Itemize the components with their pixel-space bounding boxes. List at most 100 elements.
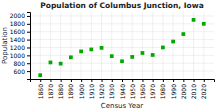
grid-line	[152, 12, 153, 79]
x-tick-label: 1970	[149, 84, 156, 99]
x-tick-label: 1950	[129, 84, 136, 99]
x-tick: 1890	[67, 79, 74, 99]
y-tick-label: 2000	[10, 12, 25, 19]
x-tick-mark	[81, 79, 82, 82]
y-tick: 1600	[10, 28, 30, 35]
x-tick: 1860	[37, 79, 44, 99]
y-tick-mark	[27, 40, 30, 41]
x-tick-label: 1890	[67, 84, 74, 99]
x-tick: 1930	[108, 79, 115, 99]
x-tick-mark	[50, 79, 51, 82]
y-tick: 1800	[10, 20, 30, 27]
point	[49, 61, 53, 65]
grid-line	[183, 12, 184, 79]
x-tick-mark	[40, 79, 41, 82]
grid-line	[30, 15, 214, 16]
grid-line	[40, 12, 41, 79]
grid	[30, 12, 214, 79]
point	[79, 50, 83, 54]
x-tick-label: 2010	[190, 84, 197, 99]
x-tick: 1980	[159, 79, 166, 99]
x-tick: 1880	[57, 79, 64, 99]
grid-line	[30, 23, 214, 24]
x-tick-label: 1900	[78, 84, 85, 99]
x-tick: 1960	[139, 79, 146, 99]
x-tick-mark	[71, 79, 72, 82]
y-tick: 2000	[10, 12, 30, 19]
x-tick-label: 1910	[88, 84, 95, 99]
x-tick-mark	[122, 79, 123, 82]
x-tick: 2020	[200, 79, 207, 99]
x-tick-label: 1870	[47, 84, 54, 99]
grid-line	[30, 47, 214, 48]
x-tick: 1940	[119, 79, 126, 99]
title: Population of Columbus Junction, Iowa	[40, 1, 203, 10]
point	[202, 22, 206, 26]
grid-line	[30, 71, 214, 72]
x-tick: 1900	[78, 79, 85, 99]
point	[38, 73, 42, 77]
y-tick: 1200	[10, 44, 30, 51]
point	[120, 59, 124, 63]
grid-line	[81, 12, 82, 79]
grid-line	[193, 12, 194, 79]
x-tick-mark	[163, 79, 164, 82]
x-tick: 1970	[149, 79, 156, 99]
y-tick-label: 1600	[10, 28, 25, 35]
x-tick-mark	[112, 79, 113, 82]
point	[141, 51, 145, 55]
x-tick-label: 2020	[200, 84, 207, 99]
point	[110, 54, 114, 58]
x-tick: 1870	[47, 79, 54, 99]
grid-line	[30, 55, 214, 56]
point	[161, 46, 165, 50]
y-tick-mark	[27, 16, 30, 17]
y-tick-mark	[27, 47, 30, 48]
x-tick: 2010	[190, 79, 197, 99]
x-tick: 1920	[98, 79, 105, 99]
x-tick: 1910	[88, 79, 95, 99]
grid-line	[132, 12, 133, 79]
grid-line	[30, 31, 214, 32]
plot: 1860187018801890 1900191019201930 19401950…	[10, 12, 215, 99]
grid-line	[30, 39, 214, 40]
x-axis: 1860187018801890 1900191019201930 19401950…	[31, 79, 215, 99]
y-axis: 600800100012001400160018002000	[10, 12, 31, 79]
y-tick-mark	[27, 63, 30, 64]
y-axis-line	[27, 13, 31, 80]
y-tick: 1400	[10, 36, 30, 43]
point	[130, 55, 134, 59]
x-tick: 1990	[170, 79, 177, 99]
x-tick-mark	[142, 79, 143, 82]
x-tick-label: 1980	[159, 84, 166, 99]
y-tick-mark	[27, 55, 30, 56]
grid-line	[60, 12, 61, 79]
x-tick-mark	[183, 79, 184, 82]
chart: 1860187018801890 1900191019201930 19401950…	[0, 0, 220, 110]
y-tick: 600	[14, 68, 30, 75]
y-tick-label: 1800	[10, 20, 25, 27]
grid-line	[122, 12, 123, 79]
point	[181, 32, 185, 36]
x-tick-mark	[194, 79, 195, 82]
x-tick-mark	[153, 79, 154, 82]
x-tick-mark	[61, 79, 62, 82]
y-axis-title: Population	[1, 27, 9, 64]
x-tick-mark	[173, 79, 174, 82]
y-tick: 1000	[10, 52, 30, 59]
point	[69, 55, 73, 59]
y-tick-label: 600	[14, 68, 26, 75]
x-tick: 1950	[129, 79, 136, 99]
x-tick-label: 1860	[37, 84, 44, 99]
x-tick-label: 1920	[98, 84, 105, 99]
grid-line	[111, 12, 112, 79]
x-axis-line	[31, 80, 215, 83]
point	[89, 48, 93, 52]
x-tick-mark	[91, 79, 92, 82]
y-tick-label: 800	[14, 60, 26, 67]
grid-line	[101, 12, 102, 79]
y-tick-label: 1000	[10, 52, 25, 59]
point	[100, 46, 104, 50]
x-tick-label: 1940	[119, 84, 126, 99]
grid-line	[50, 12, 51, 79]
